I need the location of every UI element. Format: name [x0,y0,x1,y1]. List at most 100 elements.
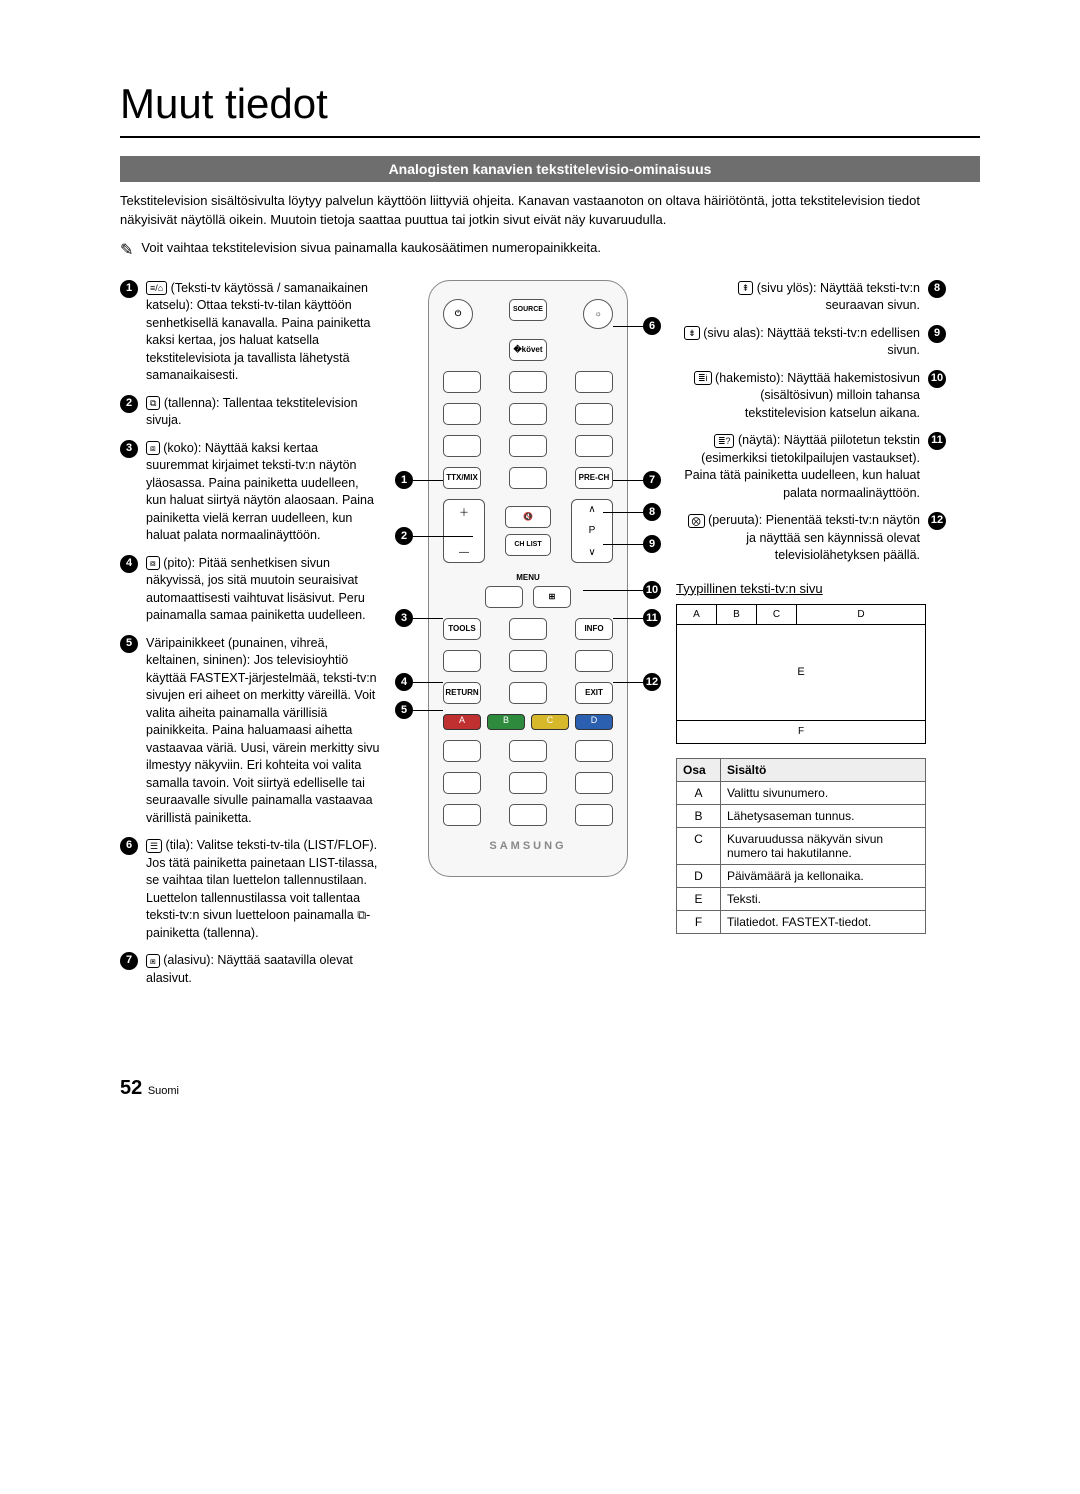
menu-left-button[interactable] [485,586,523,608]
index-icon: ≣i [694,371,712,385]
num-button[interactable] [443,435,481,457]
callout-1: 1 [395,471,413,489]
nav-down-button[interactable] [509,682,547,704]
size-icon: ⧈ [146,441,160,455]
bullet-11: 11 [928,432,946,450]
bullet-3: 3 [120,440,138,458]
color-b-button[interactable]: B [487,714,525,730]
callout-12: 12 [643,673,661,691]
right-column: ⇞ (sivu ylös): Näyttää teksti-tv:n seura… [676,280,946,934]
callout-7: 7 [643,471,661,489]
callout-2: 2 [395,527,413,545]
subpage-icon: ⧆ [146,954,160,968]
callout-5: 5 [395,701,413,719]
callout-10: 10 [643,581,661,599]
extra-button[interactable] [443,740,481,762]
cancel-icon: ⨂ [688,514,705,528]
extra-button[interactable] [575,804,613,826]
list-item: 1 ≡/⌂ (Teksti-tv käytössä / samanaikaine… [120,280,380,385]
parts-table: Osa Sisältö AValittu sivunumero. BLähety… [676,758,926,934]
light-button[interactable]: ☼ [583,299,613,329]
note-text: Voit vaihtaa tekstitelevision sivua pain… [141,240,601,255]
list-item: ⇞ (sivu ylös): Näyttää teksti-tv:n seura… [676,280,946,315]
note-icon: ✎ [120,240,133,260]
pageup-icon: ⇞ [738,281,754,295]
layout-cell-c: C [757,605,797,624]
volume-rocker[interactable]: ＋— [443,499,485,563]
num-button[interactable] [443,403,481,425]
extra-button[interactable] [509,740,547,762]
exit-button[interactable]: EXIT [575,682,613,704]
nav-left-button[interactable] [443,650,481,672]
bullet-8: 8 [928,280,946,298]
num-button[interactable] [575,403,613,425]
extra-button[interactable] [575,740,613,762]
source-button[interactable]: SOURCE [509,299,547,321]
table-row: BLähetysaseman tunnus. [677,804,926,827]
list-item: 6 ☰ (tila): Valitse teksti-tv-tila (LIST… [120,837,380,942]
num-button[interactable] [575,371,613,393]
num-button[interactable] [509,467,547,489]
bullet-5: 5 [120,635,138,653]
layout-cell-b: B [717,605,757,624]
table-row: DPäivämäärä ja kellonaika. [677,864,926,887]
list-item: 5 Väripainikkeet (punainen, vihreä, kelt… [120,635,380,828]
page-number: 52 Suomi [120,1077,980,1100]
channel-rocker[interactable]: ∧P∨ [571,499,613,563]
chlist-button[interactable]: CH LIST [505,534,551,556]
return-button[interactable]: RETURN [443,682,481,704]
mute-button[interactable]: 🔇 [505,506,551,528]
nav-right-button[interactable] [575,650,613,672]
num-button[interactable] [443,371,481,393]
power-button[interactable]: ⏻ [443,299,473,329]
num-button[interactable] [509,371,547,393]
layout-diagram: A B C D E F [676,604,926,744]
tools-button[interactable]: TOOLS [443,618,481,640]
section-header: Analogisten kanavien tekstitelevisio-omi… [120,156,980,182]
hdmi-button[interactable]: �követ [509,339,547,361]
extra-button[interactable] [443,804,481,826]
left-column: 1 ≡/⌂ (Teksti-tv käytössä / samanaikaine… [120,280,380,998]
menu-right-button[interactable]: ⊞ [533,586,571,608]
callout-4: 4 [395,673,413,691]
extra-button[interactable] [509,772,547,794]
menu-label: MENU [443,573,613,582]
list-item: ⇟ (sivu alas): Näyttää teksti-tv:n edell… [676,325,946,360]
mode-icon: ☰ [146,839,162,853]
extra-button[interactable] [575,772,613,794]
reveal-icon: ≣? [714,434,735,448]
table-row: AValittu sivunumero. [677,781,926,804]
remote-column: 1 2 3 4 5 6 7 8 9 10 11 12 ⏻ SOURCE ☼ �k… [398,280,658,877]
ok-button[interactable] [509,650,547,672]
table-header-osa: Osa [677,758,721,781]
num-button[interactable] [509,435,547,457]
bullet-7: 7 [120,952,138,970]
color-c-button[interactable]: C [531,714,569,730]
brand-label: SAMSUNG [443,840,613,852]
hold-icon: ⧇ [146,556,160,570]
num-button[interactable] [575,435,613,457]
callout-9: 9 [643,535,661,553]
prech-button[interactable]: PRE-CH [575,467,613,489]
store-icon: ⧉ [146,396,160,410]
extra-button[interactable] [509,804,547,826]
ttx-button[interactable]: TTX/MIX [443,467,481,489]
nav-up-button[interactable] [509,618,547,640]
table-row: ETeksti. [677,887,926,910]
list-item: ⨂ (peruuta): Pienentää teksti-tv:n näytö… [676,512,946,565]
list-item: ≣i (hakemisto): Näyttää hakemistosivun (… [676,370,946,423]
color-a-button[interactable]: A [443,714,481,730]
color-d-button[interactable]: D [575,714,613,730]
pagedown-icon: ⇟ [684,326,700,340]
layout-cell-f: F [677,721,925,743]
num-button[interactable] [509,403,547,425]
ttx-icon: ≡/⌂ [146,281,167,295]
layout-cell-d: D [797,605,925,624]
extra-button[interactable] [443,772,481,794]
list-item: 3 ⧈ (koko): Näyttää kaksi kertaa suuremm… [120,440,380,545]
color-buttons-row: A B C D [443,714,613,730]
list-item: ≣? (näytä): Näyttää piilotetun tekstin (… [676,432,946,502]
callout-6: 6 [643,317,661,335]
list-item: 7 ⧆ (alasivu): Näyttää saatavilla olevat… [120,952,380,987]
info-button[interactable]: INFO [575,618,613,640]
